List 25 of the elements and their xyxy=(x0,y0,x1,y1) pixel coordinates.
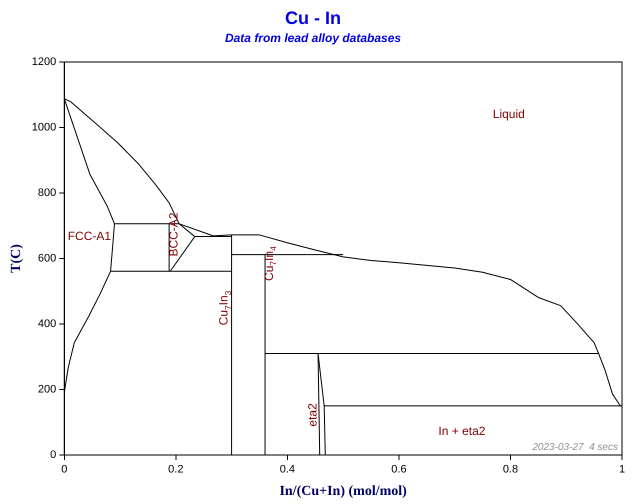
y-tick-label: 0 xyxy=(50,449,56,462)
x-tick-label: 0 xyxy=(61,464,68,476)
annotation: eta2 xyxy=(305,402,320,427)
y-tick-label: 600 xyxy=(38,252,56,265)
annotation: Cu7In3 xyxy=(216,290,233,326)
annotation: Cu7In4 xyxy=(262,246,278,281)
y-tick-label: 1000 xyxy=(32,122,56,134)
annotation: BCC-A2 xyxy=(166,212,180,257)
y-tick-label: 1200 xyxy=(32,56,56,68)
y-tick-label: 400 xyxy=(38,318,56,330)
y-axis-title: T(C) xyxy=(9,244,24,273)
x-tick-label: 0.8 xyxy=(502,464,518,476)
annotation: In + eta2 xyxy=(438,424,486,438)
x-tick-label: 0.4 xyxy=(280,464,296,476)
x-axis-title: In/(Cu+In) (mol/mol) xyxy=(279,484,408,500)
chart-title: Cu - In xyxy=(285,8,341,28)
x-tick-label: 0.2 xyxy=(168,464,184,476)
annotation: Liquid xyxy=(492,106,525,121)
annotation: 2023-03-27 4 secs xyxy=(531,442,618,453)
chart-subtitle: Data from lead alloy databases xyxy=(224,31,402,46)
x-tick-label: 1 xyxy=(618,464,626,476)
annotation: FCC-A1 xyxy=(68,228,112,243)
y-tick-label: 200 xyxy=(38,384,56,396)
y-tick-label: 800 xyxy=(38,187,56,200)
x-tick-label: 0.6 xyxy=(391,464,407,476)
